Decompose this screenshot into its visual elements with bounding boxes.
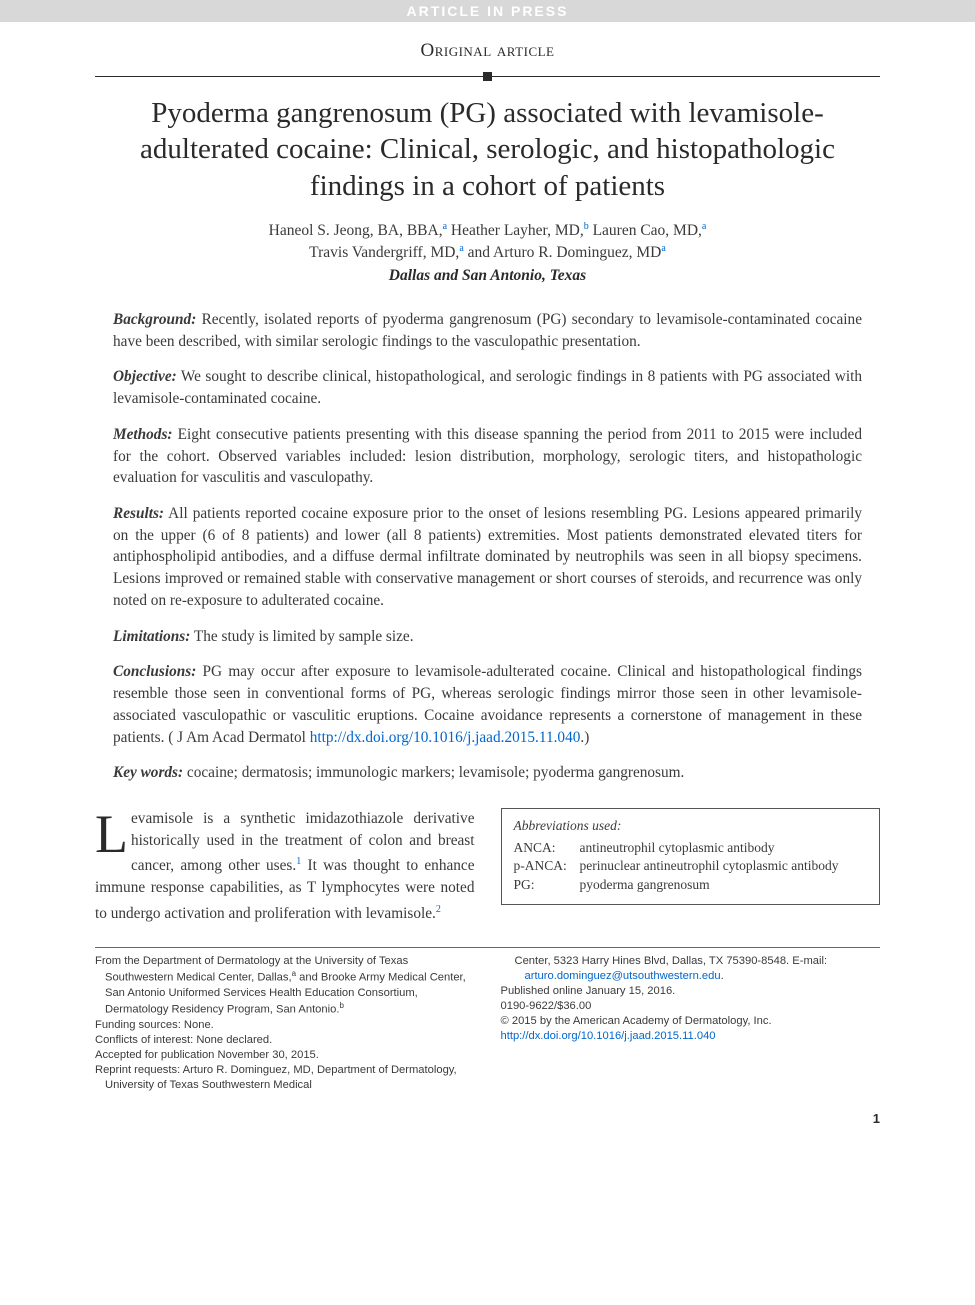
author-text: Haneol S. Jeong, BA, BBA, (269, 222, 443, 239)
abstract-conclusions: Conclusions: PG may occur after exposure… (113, 661, 862, 748)
conflicts-note: Conflicts of interest: None declared. (95, 1033, 475, 1048)
table-row: ANCA:antineutrophil cytoplasmic antibody (514, 839, 845, 857)
abstract-text: .) (580, 729, 589, 746)
body-text: Levamisole is a synthetic imidazothiazol… (95, 808, 475, 925)
citation-ref[interactable]: 2 (436, 904, 441, 915)
author-text: Heather Layher, MD, (447, 222, 584, 239)
affil-ref-a[interactable]: a (661, 243, 665, 254)
abstract-text: All patients reported cocaine exposure p… (113, 505, 862, 609)
funding-note: Funding sources: None. (95, 1018, 475, 1033)
abstract-background: Background: Recently, isolated reports o… (113, 309, 862, 352)
dropcap: L (95, 808, 131, 858)
abbreviations-title: Abbreviations used: (514, 817, 868, 835)
author-text: Lauren Cao, MD, (589, 222, 702, 239)
issn-note: 0190-9622/$36.00 (501, 999, 881, 1014)
abbr-value: perinuclear antineutrophil cytoplasmic a… (580, 857, 845, 875)
author-text: and Arturo R. Dominguez, MD (464, 245, 662, 262)
accepted-note: Accepted for publication November 30, 20… (95, 1048, 475, 1063)
page-content: Original article Pyoderma gangrenosum (P… (0, 40, 975, 1156)
table-row: p-ANCA:perinuclear antineutrophil cytopl… (514, 857, 845, 875)
abstract-label: Objective: (113, 368, 177, 385)
abstract: Background: Recently, isolated reports o… (113, 309, 862, 784)
abstract-text: Recently, isolated reports of pyoderma g… (113, 311, 862, 350)
footnotes: From the Department of Dermatology at th… (95, 954, 880, 1093)
footnote-right: Center, 5323 Harry Hines Blvd, Dallas, T… (501, 954, 881, 1093)
abbreviations-table: ANCA:antineutrophil cytoplasmic antibody… (514, 839, 845, 894)
abstract-objective: Objective: We sought to describe clinica… (113, 366, 862, 409)
article-in-press-banner: ARTICLE IN PRESS (0, 0, 975, 22)
abstract-keywords: Key words: cocaine; dermatosis; immunolo… (113, 762, 862, 784)
abstract-label: Methods: (113, 426, 173, 443)
abstract-label: Background: (113, 311, 196, 328)
article-title: Pyoderma gangrenosum (PG) associated wit… (95, 95, 880, 204)
copyright-note: © 2015 by the American Academy of Dermat… (501, 1014, 881, 1029)
abstract-results: Results: All patients reported cocaine e… (113, 503, 862, 612)
abbreviations-column: Abbreviations used: ANCA:antineutrophil … (501, 808, 881, 925)
abbreviations-box: Abbreviations used: ANCA:antineutrophil … (501, 808, 881, 905)
address-note: Center, 5323 Harry Hines Blvd, Dallas, T… (501, 954, 881, 984)
body-columns: Levamisole is a synthetic imidazothiazol… (95, 808, 880, 925)
table-row: PG:pyoderma gangrenosum (514, 876, 845, 894)
abbr-value: antineutrophil cytoplasmic antibody (580, 839, 845, 857)
doi-link[interactable]: http://dx.doi.org/10.1016/j.jaad.2015.11… (501, 1030, 716, 1042)
affil-ref-a[interactable]: a (702, 221, 706, 232)
reprint-note: Reprint requests: Arturo R. Dominguez, M… (95, 1063, 475, 1093)
title-rule (95, 72, 880, 81)
affil-sup-b: b (339, 1001, 343, 1010)
footnote-rule (95, 947, 880, 948)
affiliation-note: From the Department of Dermatology at th… (95, 954, 475, 1018)
abbr-key: ANCA: (514, 839, 580, 857)
abstract-label: Key words: (113, 764, 183, 781)
abstract-text: cocaine; dermatosis; immunologic markers… (183, 764, 684, 781)
email-link[interactable]: arturo.dominguez@utsouthwestern.edu (525, 970, 721, 982)
doi-link[interactable]: http://dx.doi.org/10.1016/j.jaad.2015.11… (310, 729, 581, 746)
published-note: Published online January 15, 2016. (501, 984, 881, 999)
page-number: 1 (95, 1111, 880, 1126)
affiliation-location: Dallas and San Antonio, Texas (95, 267, 880, 285)
footnote-left: From the Department of Dermatology at th… (95, 954, 475, 1093)
abbr-key: p-ANCA: (514, 857, 580, 875)
authors: Haneol S. Jeong, BA, BBA, a Heather Layhe… (95, 220, 880, 265)
abstract-text: We sought to describe clinical, histopat… (113, 368, 862, 407)
abstract-label: Limitations: (113, 628, 190, 645)
abstract-text: Eight consecutive patients presenting wi… (113, 426, 862, 486)
abstract-text: The study is limited by sample size. (190, 628, 413, 645)
abbr-key: PG: (514, 876, 580, 894)
article-type: Original article (95, 40, 880, 62)
author-text: Travis Vandergriff, MD, (309, 245, 459, 262)
abstract-methods: Methods: Eight consecutive patients pres… (113, 424, 862, 489)
abstract-label: Results: (113, 505, 164, 522)
abstract-label: Conclusions: (113, 663, 196, 680)
doi-note: http://dx.doi.org/10.1016/j.jaad.2015.11… (501, 1029, 881, 1044)
abbr-value: pyoderma gangrenosum (580, 876, 845, 894)
abstract-limitations: Limitations: The study is limited by sam… (113, 626, 862, 648)
